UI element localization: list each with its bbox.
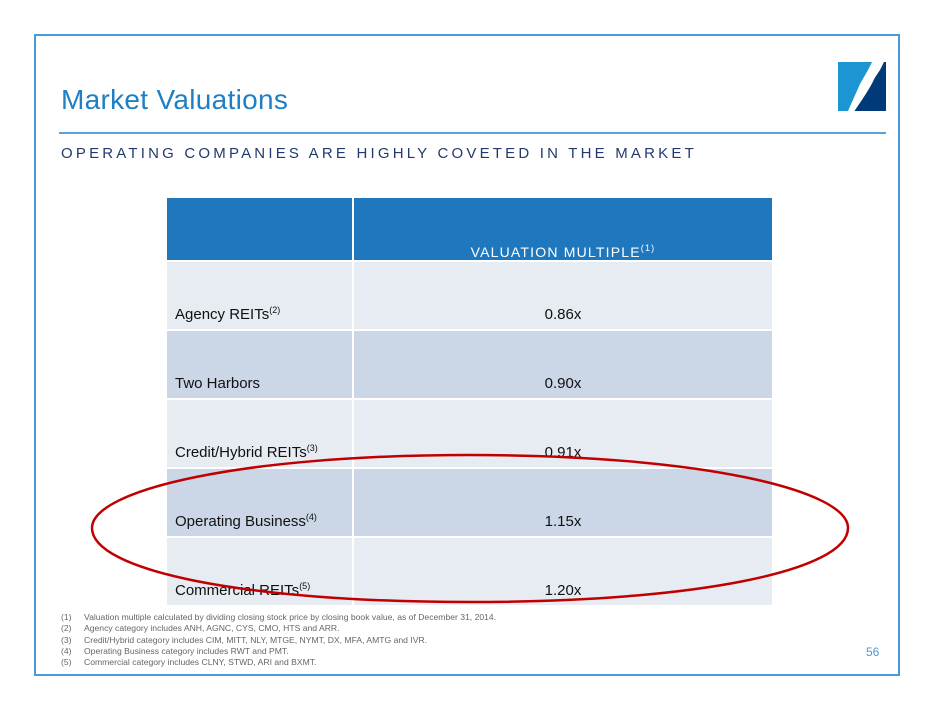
row-label: Two Harbors [165, 329, 354, 400]
footnote-ref: (5) [299, 581, 311, 591]
header-valuation-multiple: VALUATION MULTIPLE(1) [352, 196, 774, 262]
row-value: 1.15x [352, 467, 774, 538]
row-value: 1.20x [352, 536, 774, 607]
footnote-text: Credit/Hybrid category includes CIM, MIT… [84, 634, 428, 645]
footnote-ref: (3) [306, 443, 318, 453]
footnotes: (1) Valuation multiple calculated by divi… [61, 612, 496, 668]
page-subtitle: OPERATING COMPANIES ARE HIGHLY COVETED I… [61, 145, 697, 162]
logo-swoosh [850, 62, 879, 111]
row-value: 0.86x [352, 260, 774, 331]
logo-light-shape [838, 62, 872, 111]
footnote-text: Operating Business category includes RWT… [84, 645, 289, 656]
footnote-text: Agency category includes ANH, AGNC, CYS,… [84, 623, 340, 634]
row-label: Commercial REITs(5) [165, 536, 354, 607]
table-row: Agency REITs(2) 0.86x [165, 260, 774, 331]
row-label: Operating Business(4) [165, 467, 354, 538]
row-label: Agency REITs(2) [165, 260, 354, 331]
footnote: (2) Agency category includes ANH, AGNC, C… [61, 623, 496, 634]
table-row: Operating Business(4) 1.15x [165, 467, 774, 538]
slide-frame [34, 34, 900, 676]
footnote: (1) Valuation multiple calculated by divi… [61, 612, 496, 623]
footnote-ref: (2) [269, 305, 281, 315]
footnote-number: (1) [61, 612, 72, 622]
row-label-text: Commercial REITs [175, 582, 300, 599]
row-label-text: Agency REITs [175, 306, 270, 323]
table-row: Credit/Hybrid REITs(3) 0.91x [165, 398, 774, 469]
row-value: 0.91x [352, 398, 774, 469]
row-value: 0.90x [352, 329, 774, 400]
header-blank-cell [165, 196, 354, 262]
company-logo-icon [838, 62, 886, 111]
row-label-text: Two Harbors [175, 375, 261, 392]
title-divider [59, 132, 886, 134]
footnote-number: (5) [61, 657, 72, 668]
page-number: 56 [866, 645, 880, 659]
footnote: (4) Operating Business category includes … [61, 646, 496, 657]
footnote-text: Commercial category includes CLNY, STWD,… [84, 657, 317, 668]
row-label-text: Operating Business [175, 513, 306, 530]
table-row: Commercial REITs(5) 1.20x [165, 536, 774, 607]
table-row: Two Harbors 0.90x [165, 329, 774, 400]
header-label: VALUATION MULTIPLE [470, 244, 641, 260]
footnote: (5) Commercial category includes CLNY, ST… [61, 657, 496, 668]
header-footnote-ref: (1) [640, 243, 656, 253]
footnote-number: (2) [61, 623, 72, 634]
footnote-number: (3) [61, 634, 72, 645]
footnote-number: (4) [61, 645, 72, 656]
table-header-row: VALUATION MULTIPLE(1) [165, 196, 774, 262]
valuation-table: VALUATION MULTIPLE(1) Agency REITs(2) 0.… [165, 196, 774, 607]
footnote-text: Valuation multiple calculated by dividin… [84, 612, 497, 622]
footnote: (3) Credit/Hybrid category includes CIM, … [61, 635, 496, 646]
page-title: Market Valuations [61, 84, 289, 115]
row-label: Credit/Hybrid REITs(3) [165, 398, 354, 469]
footnote-ref: (4) [305, 512, 317, 522]
row-label-text: Credit/Hybrid REITs [175, 444, 307, 461]
